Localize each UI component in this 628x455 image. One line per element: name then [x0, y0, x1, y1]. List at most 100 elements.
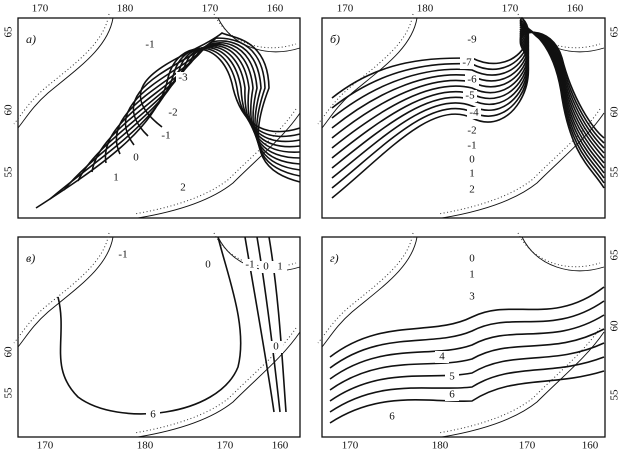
contour-label: 4 [439, 351, 445, 363]
contour-label: -3 [178, 72, 188, 84]
contour-label: -7 [462, 57, 472, 69]
contour-label: 0 [263, 261, 269, 273]
label-bg [385, 411, 399, 423]
label-bg [176, 182, 190, 194]
isoline [329, 286, 605, 358]
label-bg [159, 130, 173, 142]
contour-label: 0 [469, 154, 475, 166]
lon-label: 170 [337, 3, 354, 15]
lat-label: 55 [3, 387, 15, 399]
coastline [321, 17, 418, 129]
contour-label: 5 [449, 371, 455, 383]
coastline [17, 236, 114, 348]
contour-label: -1 [145, 39, 154, 51]
contour-label: 2 [180, 182, 186, 194]
coastline [521, 17, 605, 53]
label-bg [465, 154, 479, 166]
contour-label: 2 [469, 184, 475, 196]
lon-label: 170 [37, 440, 54, 452]
isoline [329, 300, 605, 369]
lon-label: 160 [272, 440, 289, 452]
label-bg [259, 261, 273, 273]
coast-dots [317, 232, 414, 344]
isoline [256, 236, 281, 413]
lon-label: 160 [567, 3, 584, 15]
label-bg [465, 140, 479, 152]
isoline [331, 28, 605, 169]
contour-label: -4 [469, 107, 479, 119]
lon-label: 170 [502, 3, 519, 15]
isoline [329, 328, 605, 391]
contour-label: -2 [467, 125, 476, 137]
lon-label: 170 [217, 440, 234, 452]
label-bg [465, 253, 479, 265]
lon-label: 170 [342, 440, 359, 452]
isoline [139, 32, 301, 183]
label-bg [146, 409, 160, 421]
contour-label: -1 [245, 259, 254, 271]
isoline [329, 370, 605, 424]
panel-label: б) [330, 32, 340, 46]
contour-label: 1 [277, 261, 283, 273]
lon-label: 180 [417, 3, 434, 15]
isoline [115, 42, 301, 165]
lon-label: 170 [32, 3, 49, 15]
isoline [331, 19, 605, 184]
lat-label: 60 [3, 346, 15, 358]
label-bg [465, 34, 479, 46]
label-bg [176, 72, 190, 84]
isoline [132, 37, 301, 177]
contour-label: 1 [469, 168, 475, 180]
isoline [268, 236, 287, 413]
coast-dots [437, 327, 601, 434]
lat-label: 60 [609, 320, 621, 332]
label-bg [465, 269, 479, 281]
lon-label: 180 [432, 440, 449, 452]
contour-label: 1 [113, 172, 119, 184]
isoline [331, 16, 605, 189]
contour-label: -2 [168, 107, 177, 119]
contour-label: 6 [389, 411, 395, 423]
isoline [244, 236, 275, 413]
coast-dots [213, 13, 297, 49]
label-bg [465, 168, 479, 180]
lat-label: 65 [609, 26, 621, 38]
contour-label: 0 [133, 152, 139, 164]
contour-label: 0 [205, 259, 211, 271]
contour-label: -5 [465, 90, 475, 102]
contour-label: 1 [469, 269, 475, 281]
label-bg [201, 259, 215, 271]
contour-label: -1 [467, 140, 476, 152]
lon-label: 180 [137, 440, 154, 452]
coastline [321, 236, 418, 348]
coastline [441, 331, 605, 438]
label-bg [435, 351, 449, 363]
contour-label: 6 [449, 389, 455, 401]
coast-dots [517, 232, 601, 268]
label-bg [467, 107, 481, 119]
contour-label: -1 [118, 249, 127, 261]
label-bg [143, 39, 157, 51]
lat-label: 55 [3, 166, 15, 178]
contour-label: -9 [467, 34, 477, 46]
panel-frame [321, 17, 606, 219]
lat-label: 65 [3, 26, 15, 38]
panel-label: а) [26, 32, 36, 46]
label-bg [109, 172, 123, 184]
lat-label: 60 [609, 106, 621, 118]
lat-label: 55 [609, 389, 621, 401]
lon-label: 160 [267, 3, 284, 15]
isoline [331, 29, 605, 164]
label-bg [460, 57, 474, 69]
isoline [91, 44, 301, 173]
panel-label: г) [330, 251, 339, 265]
label-bg [116, 249, 130, 261]
isoline [329, 356, 605, 413]
lat-label: 60 [3, 104, 15, 116]
contour-label: 3 [469, 291, 475, 303]
coast-dots [317, 13, 414, 125]
label-bg [465, 184, 479, 196]
lon-label: 170 [202, 3, 219, 15]
label-bg [166, 107, 180, 119]
